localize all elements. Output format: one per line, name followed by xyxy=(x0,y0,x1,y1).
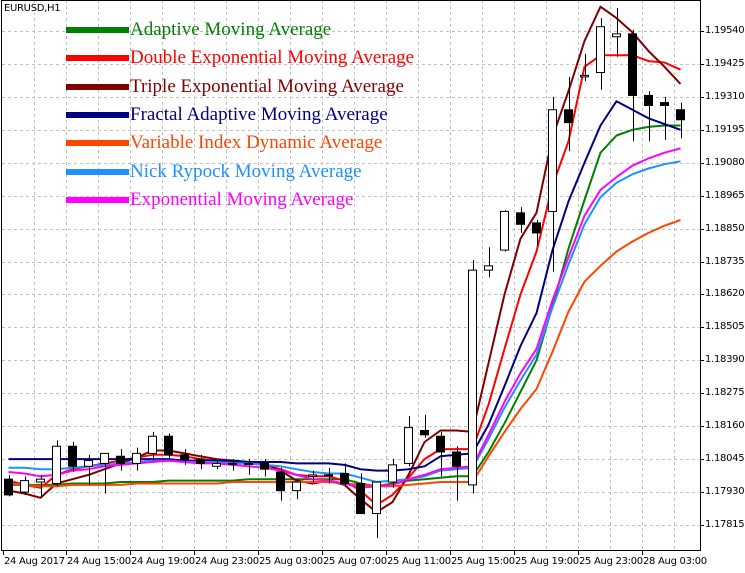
legend-swatch xyxy=(66,27,129,34)
time-tick-label: 28 Aug 03:00 xyxy=(643,556,707,567)
legend-item: Adaptive Moving Average xyxy=(66,16,414,44)
candle xyxy=(372,481,381,538)
legend-item: Nick Rypock Moving Average xyxy=(66,157,414,185)
legend-swatch xyxy=(66,140,129,147)
price-tick-label: 1.19195 xyxy=(705,124,745,135)
price-tick-label: 1.17930 xyxy=(705,486,745,497)
candle xyxy=(452,446,461,501)
price-tick-label: 1.18275 xyxy=(705,387,745,398)
candle xyxy=(308,470,317,483)
candle xyxy=(500,209,509,252)
candle xyxy=(132,447,141,471)
candle xyxy=(164,433,173,460)
candle xyxy=(340,463,349,487)
price-tick-label: 1.18620 xyxy=(705,288,745,299)
candle xyxy=(676,102,685,139)
time-tick-label: 24 Aug 2017 xyxy=(4,556,65,567)
price-tick-label: 1.17815 xyxy=(705,519,745,530)
candle xyxy=(436,431,445,477)
axes xyxy=(1,0,704,555)
candle xyxy=(628,29,637,142)
time-tick-label: 24 Aug 15:00 xyxy=(67,556,131,567)
candle xyxy=(660,96,669,140)
time-tick-label: 24 Aug 23:00 xyxy=(195,556,259,567)
time-tick-label: 25 Aug 19:00 xyxy=(515,556,579,567)
time-tick-label: 24 Aug 19:00 xyxy=(131,556,195,567)
legend-item: Triple Exponential Moving Average xyxy=(66,73,414,101)
legend-label: Adaptive Moving Average xyxy=(130,19,332,41)
candle xyxy=(4,474,13,497)
candle xyxy=(36,474,45,498)
time-tick-label: 25 Aug 03:00 xyxy=(259,556,323,567)
candle xyxy=(20,476,29,495)
time-tick-label: 25 Aug 15:00 xyxy=(451,556,515,567)
candle xyxy=(580,53,589,82)
candle xyxy=(292,479,301,500)
legend-swatch xyxy=(66,168,129,175)
ma-line-variable-index-dynamic-average xyxy=(8,219,681,488)
price-tick-label: 1.19425 xyxy=(705,58,745,69)
candle xyxy=(100,452,109,494)
legend-swatch xyxy=(66,55,129,62)
candle xyxy=(612,8,621,57)
candle xyxy=(228,459,237,471)
candle xyxy=(548,96,557,272)
price-tick-label: 1.19540 xyxy=(705,25,745,36)
legend-swatch xyxy=(66,83,129,90)
candle xyxy=(116,449,125,471)
price-tick-label: 1.18045 xyxy=(705,453,745,464)
symbol-timeframe-label: EURUSD,H1 xyxy=(4,3,61,14)
candle xyxy=(516,207,525,233)
candle xyxy=(468,260,477,494)
candle xyxy=(484,247,493,278)
price-tick-label: 1.19310 xyxy=(705,91,745,102)
candle xyxy=(212,460,221,470)
legend-item: Variable Index Dynamic Average xyxy=(66,129,414,157)
price-tick-label: 1.18965 xyxy=(705,190,745,201)
candlesticks xyxy=(4,8,685,538)
candle xyxy=(260,459,269,477)
legend-label: Fractal Adaptive Moving Average xyxy=(130,104,388,126)
legend-label: Double Exponential Moving Average xyxy=(130,47,415,69)
candle xyxy=(388,459,397,488)
candle xyxy=(644,91,653,142)
candle xyxy=(356,473,365,515)
candle xyxy=(180,449,189,465)
candle xyxy=(420,414,429,438)
price-tick-label: 1.18505 xyxy=(705,321,745,332)
candle xyxy=(196,454,205,470)
price-tick-label: 1.18850 xyxy=(705,223,745,234)
candle xyxy=(276,467,285,501)
legend-label: Exponential Moving Average xyxy=(130,188,354,210)
time-tick-label: 25 Aug 23:00 xyxy=(579,556,643,567)
legend-swatch xyxy=(66,112,129,119)
price-tick-label: 1.18160 xyxy=(705,420,745,431)
legend-label: Triple Exponential Moving Average xyxy=(130,75,404,97)
candle xyxy=(68,441,77,473)
candle xyxy=(148,431,157,461)
legend-swatch xyxy=(66,196,129,203)
legend-item: Exponential Moving Average xyxy=(66,186,414,214)
candle xyxy=(532,220,541,246)
candle xyxy=(596,18,605,90)
legend-label: Variable Index Dynamic Average xyxy=(130,132,383,154)
legend-item: Fractal Adaptive Moving Average xyxy=(66,101,414,129)
candle xyxy=(244,459,253,475)
legend-item: Double Exponential Moving Average xyxy=(66,44,414,72)
candle xyxy=(564,76,573,152)
price-tick-label: 1.18390 xyxy=(705,354,745,365)
candle xyxy=(84,454,93,485)
candle xyxy=(324,467,333,484)
candle xyxy=(404,416,413,467)
time-tick-label: 25 Aug 11:00 xyxy=(387,556,451,567)
time-tick-label: 25 Aug 07:00 xyxy=(323,556,387,567)
legend-label: Nick Rypock Moving Average xyxy=(130,160,362,182)
price-tick-label: 1.18735 xyxy=(705,256,745,267)
indicator-legend: Adaptive Moving Average Double Exponentia… xyxy=(66,16,414,214)
price-tick-label: 1.19080 xyxy=(705,157,745,168)
candle xyxy=(52,440,61,487)
